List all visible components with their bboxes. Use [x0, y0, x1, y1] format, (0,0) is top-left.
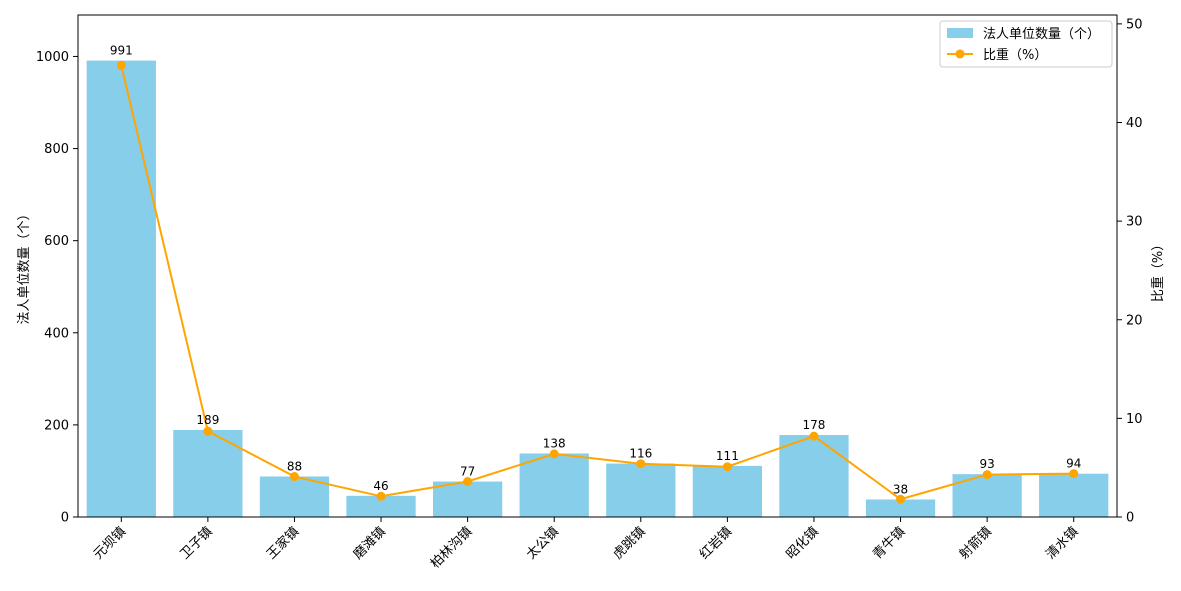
ratio-point-5 — [549, 449, 559, 459]
data-label-2: 88 — [287, 459, 302, 473]
x-tick-label-4: 柏林沟镇 — [428, 524, 475, 571]
left-tick-label-2: 400 — [44, 326, 69, 341]
data-label-6: 116 — [629, 447, 652, 461]
ratio-line — [120, 65, 1074, 501]
data-labels-layer: 991 189 88 46 77 138 116 111 178 38 93 94 — [110, 44, 1082, 497]
legend-frame — [939, 20, 1113, 68]
x-tick-label-7: 红岩镇 — [696, 524, 735, 563]
data-label-1: 189 — [196, 413, 219, 427]
left-tick-label-4: 800 — [44, 142, 69, 157]
legend: 法人单位数量（个） 比重（%） — [939, 20, 1113, 68]
bar-3 — [346, 495, 416, 517]
bar-1 — [173, 429, 243, 517]
ratio-point-3 — [376, 491, 386, 501]
bars-layer — [86, 60, 1109, 518]
ratio-point-9 — [896, 494, 906, 504]
left-tick-label-0: 0 — [61, 511, 69, 526]
data-label-11: 94 — [1066, 457, 1081, 471]
left-tick-label-5: 1000 — [36, 50, 69, 65]
right-tick-label-3: 30 — [1126, 215, 1143, 230]
bar-8 — [779, 435, 849, 517]
right-tick-label-1: 10 — [1126, 412, 1143, 427]
left-axis-title: 法人单位数量（个） — [17, 207, 32, 324]
bar-9 — [865, 499, 936, 517]
x-tick-label-11: 清水镇 — [1043, 524, 1081, 562]
right-tick-label-4: 40 — [1126, 116, 1143, 131]
bar-4 — [432, 481, 503, 517]
bar-6 — [606, 463, 676, 517]
data-label-9: 38 — [893, 483, 908, 497]
data-label-8: 178 — [803, 418, 826, 432]
right-tick-label-5: 50 — [1126, 17, 1143, 32]
ratio-point-7 — [722, 462, 732, 472]
line-layer — [116, 60, 1079, 504]
data-label-0: 991 — [110, 44, 133, 58]
x-tick-label-1: 卫子镇 — [178, 524, 216, 562]
data-label-10: 93 — [979, 457, 994, 471]
x-tick-label-10: 射箭镇 — [956, 524, 995, 563]
legend-bar-label: 法人单位数量（个） — [983, 27, 1100, 42]
x-tick-label-5: 太公镇 — [524, 524, 562, 562]
x-tick-label-6: 虎跳镇 — [610, 524, 648, 562]
right-tick-label-0: 0 — [1126, 511, 1134, 526]
x-tick-label-3: 磨滩镇 — [351, 524, 389, 562]
ratio-point-10 — [982, 470, 992, 480]
bar-11 — [1039, 473, 1109, 517]
ratio-point-4 — [463, 477, 473, 486]
x-tick-label-8: 昭化镇 — [784, 524, 822, 562]
right-axis-title: 比重（%） — [1150, 238, 1166, 302]
ratio-point-0 — [116, 60, 126, 70]
ratio-point-8 — [809, 431, 819, 441]
bar-2 — [259, 476, 330, 517]
legend-line-marker — [955, 49, 965, 59]
legend-bar-swatch — [947, 28, 973, 38]
x-tick-label-9: 青牛镇 — [870, 524, 908, 562]
bar-7 — [692, 465, 763, 517]
bar-0 — [86, 60, 156, 518]
data-label-3: 46 — [373, 479, 388, 493]
legend-line-label: 比重（%） — [983, 47, 1047, 63]
data-label-4: 77 — [460, 465, 475, 479]
ratio-point-6 — [636, 459, 646, 469]
ratio-point-2 — [289, 472, 299, 482]
left-tick-label-1: 200 — [44, 418, 69, 433]
data-label-7: 111 — [716, 449, 739, 463]
data-label-5: 138 — [543, 436, 566, 450]
x-tick-label-0: 元坝镇 — [91, 524, 129, 562]
ratio-point-1 — [203, 426, 213, 436]
bar-5 — [519, 453, 589, 517]
x-tick-label-2: 王家镇 — [263, 524, 302, 563]
right-tick-label-2: 20 — [1126, 313, 1143, 328]
left-tick-label-3: 600 — [44, 234, 69, 249]
ratio-point-11 — [1069, 469, 1079, 479]
plot-frame — [77, 14, 1118, 518]
